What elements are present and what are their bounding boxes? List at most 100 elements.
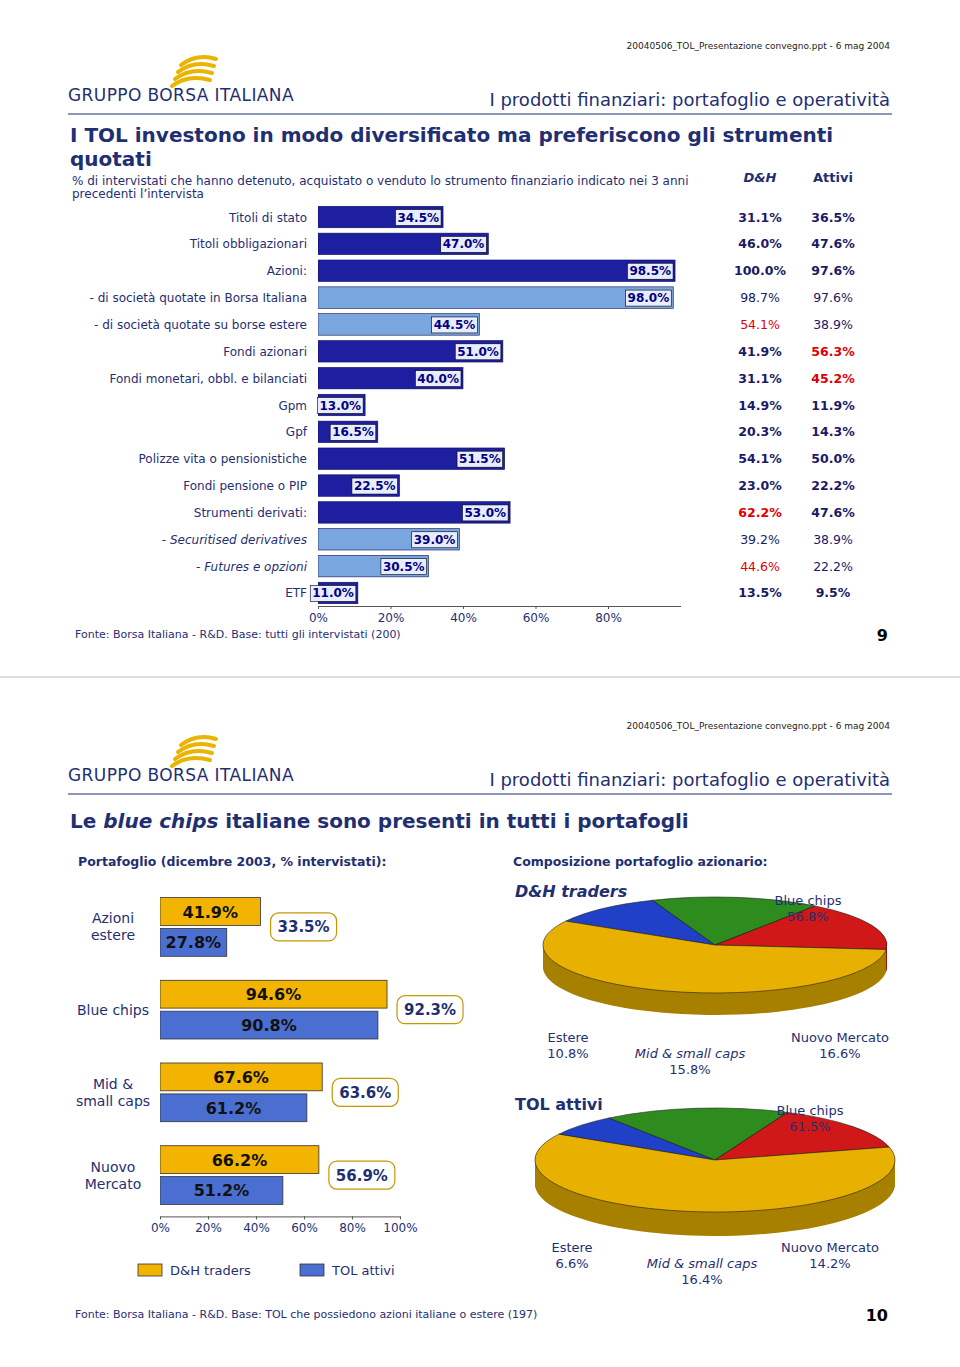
bar [160, 1011, 378, 1039]
tick: 0% [151, 1216, 170, 1235]
data-label-bg [415, 371, 461, 387]
data-label-bg [412, 532, 458, 548]
table-cell: 23.0% [738, 478, 782, 493]
data-label: 61.5% [789, 1119, 830, 1134]
slice-label: Nuovo Mercato [791, 1030, 889, 1045]
table-cell: 54.1% [740, 317, 780, 332]
header-rule [68, 794, 892, 795]
bar [318, 314, 479, 335]
bar [160, 980, 387, 1008]
bar-chart: 0%20%40%60%80%Titoli di statoTitoli obbl… [90, 206, 681, 624]
data-label-bg [626, 290, 672, 306]
legend-swatch [138, 1264, 162, 1276]
table-cell: 14.9% [738, 398, 782, 413]
annotation-box [397, 996, 463, 1024]
tick-label: 80% [595, 611, 622, 625]
slice-label: Blue chips [777, 1103, 844, 1118]
table-cell: 41.9% [738, 344, 782, 359]
data-label: 44.5% [434, 318, 476, 332]
bar [318, 260, 675, 281]
legend-swatch [300, 1264, 324, 1276]
legend-entry: D&H traders [170, 1263, 251, 1278]
slide-title: I TOL investono in modo diversificato ma… [70, 123, 833, 171]
tick-mark [400, 1216, 401, 1219]
page-number: 9 [877, 626, 888, 645]
table-cell: 45.2% [811, 371, 855, 386]
category-label: Gpm [278, 399, 307, 413]
section-title: I prodotti finanziari: portafoglio e ope… [489, 769, 890, 790]
table-cell: 62.2% [738, 505, 782, 520]
data-label-bg [330, 424, 376, 440]
annotation-box [332, 1078, 398, 1106]
annotations: 33.5%92.3%63.6%56.9% [271, 913, 463, 1189]
slice-label: Blue chips [775, 893, 842, 908]
table-cell: 50.0% [811, 451, 855, 466]
table-cell: 38.9% [813, 532, 853, 547]
slide-separator [0, 677, 960, 678]
pie-top [535, 1108, 895, 1212]
x-axis: 0%20%40%60%80%100% [151, 1216, 418, 1235]
table-cell: 31.1% [738, 210, 782, 225]
table-cell: 47.6% [811, 236, 855, 251]
table-header: D&H [743, 170, 776, 185]
table-cell: 31.1% [738, 371, 782, 386]
file-note: 20040506_TOL_Presentazione convegno.ppt … [627, 41, 891, 51]
pie-chart: D&H tradersEstere10.8%Mid & small caps15… [515, 882, 889, 1077]
pie-sides [543, 898, 887, 1015]
category-label: ETF [285, 586, 307, 600]
table-cell: 11.9% [811, 398, 855, 413]
pie-title: TOL attivi [515, 1095, 603, 1114]
annotation: 92.3% [404, 1001, 456, 1019]
logo-text: GRUPPO BORSA ITALIANA [68, 85, 294, 105]
data-label: 10.8% [547, 1046, 588, 1061]
tick: 80% [339, 1216, 366, 1235]
side-table: D&HAttivi31.1%36.5%46.0%47.6%100.0%97.6%… [734, 170, 855, 600]
data-label-bg [455, 344, 501, 360]
bars [318, 206, 675, 603]
slide-2: Le blue chips italiane sono presenti in … [70, 809, 767, 869]
tick-mark [463, 606, 464, 609]
tick: 20% [195, 1216, 222, 1235]
data-label: 66.2% [212, 1151, 268, 1170]
category-label: NuovoMercato [85, 1159, 141, 1192]
source-note: Fonte: Borsa Italiana - R&D. Base: TOL c… [75, 1308, 537, 1321]
slice-label: Nuovo Mercato [781, 1240, 879, 1255]
table-cell: 100.0% [734, 263, 787, 278]
data-label-bg [432, 317, 478, 333]
annotation: 63.6% [339, 1084, 391, 1102]
text-line: % di intervistati che hanno detenuto, ac… [72, 174, 689, 188]
tick-mark [160, 1216, 161, 1219]
category-label: Fondi azionari [223, 345, 307, 359]
file-note: 20040506_TOL_Presentazione convegno.ppt … [627, 721, 891, 731]
slice-label: Estere [547, 1030, 588, 1045]
data-label: 90.8% [241, 1016, 297, 1035]
tick: 60% [523, 606, 550, 625]
tick: 100% [383, 1216, 417, 1235]
pie-slice [715, 906, 887, 950]
x-axis: 0%20%40%60%80% [309, 606, 681, 625]
tick-label: 0% [151, 1221, 170, 1235]
data-label-bg [462, 505, 508, 521]
pie-sides [535, 1109, 895, 1236]
bar [318, 448, 505, 469]
table-cell: 22.2% [813, 559, 853, 574]
category-label: Gpf [286, 425, 308, 439]
bar [160, 1146, 319, 1174]
data-labels: 41.9%94.6%67.6%66.2%27.8%90.8%61.2%51.2% [166, 903, 302, 1201]
table-cell: 97.6% [813, 290, 853, 305]
table-cell: 56.3% [811, 344, 855, 359]
data-label: 47.0% [443, 237, 485, 251]
data-label: 40.0% [417, 372, 459, 386]
tick: 0% [309, 606, 328, 625]
page-number: 10 [866, 1306, 888, 1325]
tick-label: 40% [450, 611, 477, 625]
category-label: Strumenti derivati: [194, 506, 307, 520]
text-line: estere [91, 927, 135, 943]
data-label-bg [352, 478, 398, 494]
data-label: 51.2% [194, 1181, 250, 1200]
logo-mark [172, 57, 216, 86]
table-cell: 22.2% [811, 478, 855, 493]
data-label: 27.8% [166, 933, 222, 952]
data-label: 16.4% [681, 1272, 722, 1287]
bar [318, 206, 443, 227]
